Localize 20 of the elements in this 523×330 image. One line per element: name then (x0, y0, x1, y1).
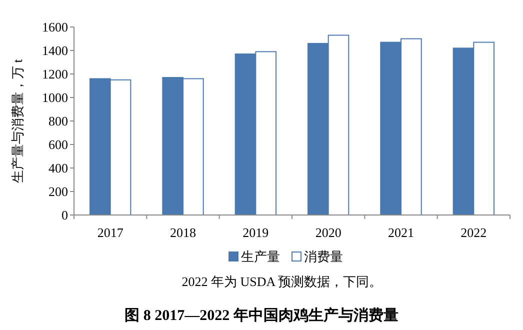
x-tick-label: 2021 (388, 225, 414, 240)
text: 2022 年为 USDA 预测数据，下同。 (182, 274, 382, 289)
y-tick-label: 1200 (42, 66, 68, 82)
y-tick-label: 1000 (42, 90, 68, 106)
y-tick-label: 0 (62, 208, 68, 223)
y-tick-label: 600 (48, 137, 68, 152)
y-tick-label: 1600 (42, 20, 68, 35)
legend-label: 生产量 (241, 249, 280, 264)
x-tick-label: 2020 (315, 225, 342, 240)
y-tick-label: 800 (48, 114, 68, 129)
x-tick-label: 2017 (97, 225, 124, 240)
x-tick-label: 2022 (460, 225, 487, 240)
y-tick-label: 1400 (42, 43, 68, 58)
y-tick-label: 200 (48, 184, 68, 200)
x-tick-label: 2019 (242, 225, 269, 240)
y-tick-label: 400 (48, 160, 68, 176)
x-tick-label: 2018 (170, 225, 196, 240)
y-axis-title: 生产量与消费量，万 t (10, 58, 25, 183)
legend-label: 消费量 (304, 249, 343, 264)
text: 图 8 2017—2022 年中国肉鸡生产与消费量 (124, 307, 398, 324)
